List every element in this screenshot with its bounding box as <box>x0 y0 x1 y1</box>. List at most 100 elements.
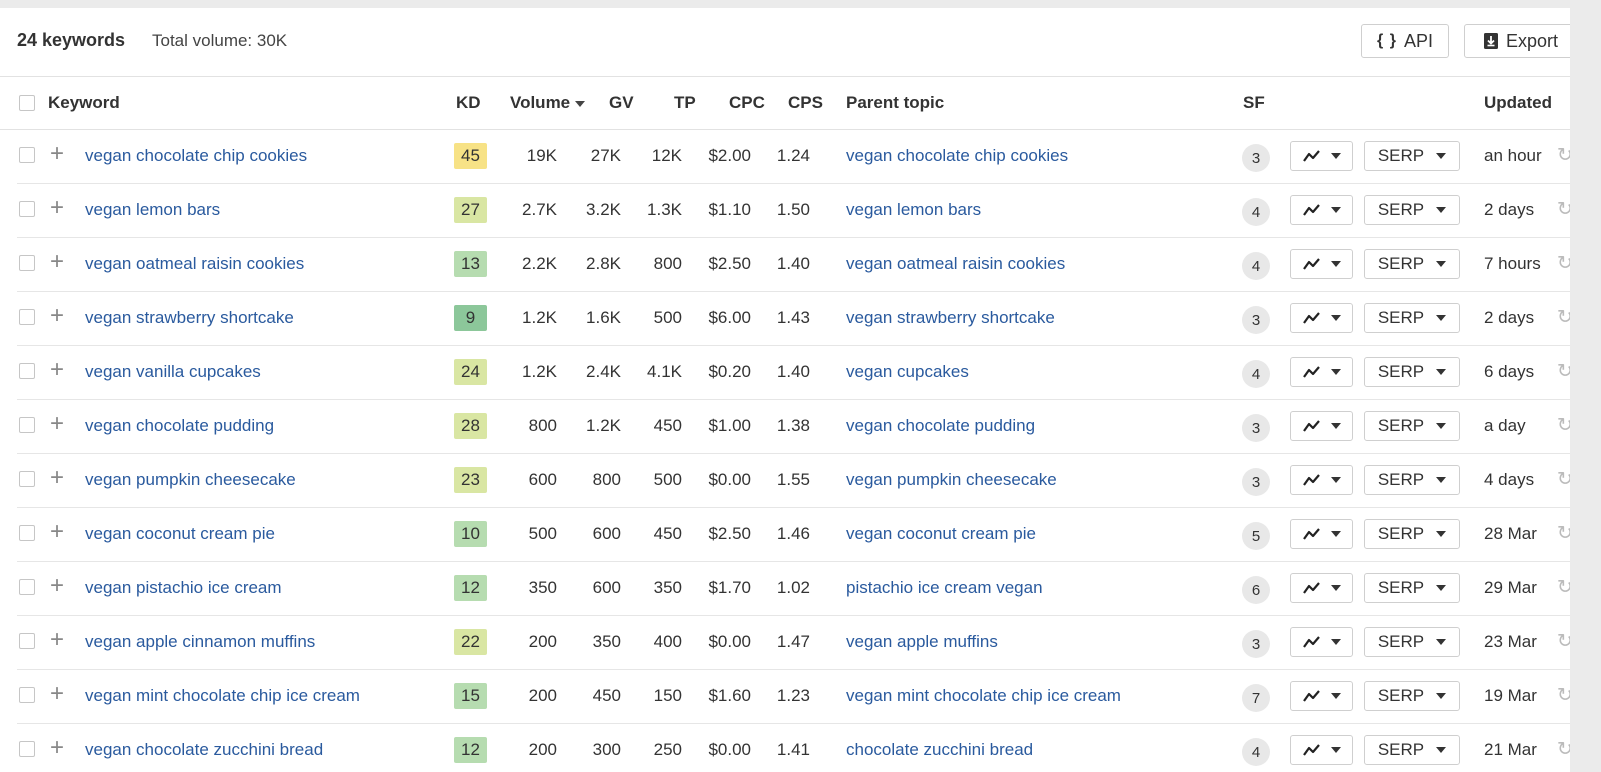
serp-button[interactable]: SERP <box>1364 303 1460 333</box>
column-cpc[interactable]: CPC <box>729 93 765 112</box>
serp-button[interactable]: SERP <box>1364 627 1460 657</box>
keyword-link[interactable]: vegan apple cinnamon muffins <box>85 632 316 651</box>
row-checkbox[interactable] <box>19 633 35 649</box>
plus-icon[interactable]: + <box>50 248 65 275</box>
sf-count[interactable]: 6 <box>1242 576 1270 604</box>
parent-topic-link[interactable]: vegan apple muffins <box>846 632 998 651</box>
column-kd[interactable]: KD <box>456 93 481 112</box>
serp-button[interactable]: SERP <box>1364 411 1460 441</box>
trend-button[interactable] <box>1290 195 1353 225</box>
row-checkbox[interactable] <box>19 309 35 325</box>
refresh-icon[interactable]: ↻ <box>1557 307 1570 328</box>
column-updated[interactable]: Updated <box>1484 93 1552 112</box>
sf-count[interactable]: 4 <box>1242 360 1270 388</box>
sf-count[interactable]: 4 <box>1242 198 1270 226</box>
parent-topic-link[interactable]: vegan oatmeal raisin cookies <box>846 254 1066 273</box>
serp-button[interactable]: SERP <box>1364 249 1460 279</box>
trend-button[interactable] <box>1290 465 1353 495</box>
refresh-icon[interactable]: ↻ <box>1557 523 1570 544</box>
sf-count[interactable]: 4 <box>1242 252 1270 280</box>
parent-topic-link[interactable]: vegan coconut cream pie <box>846 524 1036 543</box>
trend-button[interactable] <box>1290 303 1353 333</box>
column-keyword[interactable]: Keyword <box>48 93 120 112</box>
trend-button[interactable] <box>1290 681 1353 711</box>
sf-count[interactable]: 4 <box>1242 738 1270 766</box>
serp-button[interactable]: SERP <box>1364 141 1460 171</box>
parent-topic-link[interactable]: chocolate zucchini bread <box>846 740 1034 759</box>
serp-button[interactable]: SERP <box>1364 465 1460 495</box>
sf-count[interactable]: 3 <box>1242 468 1270 496</box>
keyword-link[interactable]: vegan chocolate pudding <box>85 416 275 435</box>
row-checkbox[interactable] <box>19 471 35 487</box>
trend-button[interactable] <box>1290 357 1353 387</box>
trend-button[interactable] <box>1290 735 1353 765</box>
refresh-icon[interactable]: ↻ <box>1557 685 1570 706</box>
sf-count[interactable]: 3 <box>1242 306 1270 334</box>
plus-icon[interactable]: + <box>50 302 65 329</box>
row-checkbox[interactable] <box>19 147 35 163</box>
column-cps[interactable]: CPS <box>788 93 823 112</box>
plus-icon[interactable]: + <box>50 464 65 491</box>
refresh-icon[interactable]: ↻ <box>1557 739 1570 760</box>
trend-button[interactable] <box>1290 249 1353 279</box>
refresh-icon[interactable]: ↻ <box>1557 631 1570 652</box>
plus-icon[interactable]: + <box>50 194 65 221</box>
keyword-link[interactable]: vegan strawberry shortcake <box>85 308 294 327</box>
trend-button[interactable] <box>1290 627 1353 657</box>
column-parent-topic[interactable]: Parent topic <box>846 93 945 112</box>
parent-topic-link[interactable]: vegan pumpkin cheesecake <box>846 470 1057 489</box>
row-checkbox[interactable] <box>19 687 35 703</box>
keyword-link[interactable]: vegan vanilla cupcakes <box>85 362 261 381</box>
parent-topic-link[interactable]: pistachio ice cream vegan <box>846 578 1043 597</box>
keyword-link[interactable]: vegan pumpkin cheesecake <box>85 470 296 489</box>
plus-icon[interactable]: + <box>50 518 65 545</box>
serp-button[interactable]: SERP <box>1364 681 1460 711</box>
parent-topic-link[interactable]: vegan lemon bars <box>846 200 982 219</box>
column-sf[interactable]: SF <box>1243 93 1265 112</box>
column-tp[interactable]: TP <box>674 93 696 112</box>
serp-button[interactable]: SERP <box>1364 735 1460 765</box>
keyword-link[interactable]: vegan pistachio ice cream <box>85 578 282 597</box>
row-checkbox[interactable] <box>19 417 35 433</box>
keyword-link[interactable]: vegan coconut cream pie <box>85 524 275 543</box>
plus-icon[interactable]: + <box>50 356 65 383</box>
refresh-icon[interactable]: ↻ <box>1557 415 1570 436</box>
parent-topic-link[interactable]: vegan chocolate chip cookies <box>846 146 1069 165</box>
refresh-icon[interactable]: ↻ <box>1557 199 1570 220</box>
sf-count[interactable]: 3 <box>1242 630 1270 658</box>
row-checkbox[interactable] <box>19 255 35 271</box>
parent-topic-link[interactable]: vegan chocolate pudding <box>846 416 1036 435</box>
sf-count[interactable]: 5 <box>1242 522 1270 550</box>
keyword-link[interactable]: vegan oatmeal raisin cookies <box>85 254 305 273</box>
plus-icon[interactable]: + <box>50 734 65 761</box>
plus-icon[interactable]: + <box>50 410 65 437</box>
column-gv[interactable]: GV <box>609 93 634 112</box>
trend-button[interactable] <box>1290 141 1353 171</box>
trend-button[interactable] <box>1290 573 1353 603</box>
select-all-checkbox[interactable] <box>19 95 35 111</box>
row-checkbox[interactable] <box>19 363 35 379</box>
parent-topic-link[interactable]: vegan mint chocolate chip ice cream <box>846 686 1121 705</box>
sf-count[interactable]: 7 <box>1242 684 1270 712</box>
trend-button[interactable] <box>1290 519 1353 549</box>
plus-icon[interactable]: + <box>50 572 65 599</box>
row-checkbox[interactable] <box>19 525 35 541</box>
parent-topic-link[interactable]: vegan cupcakes <box>846 362 969 381</box>
export-button[interactable]: Export <box>1464 24 1570 58</box>
refresh-icon[interactable]: ↻ <box>1557 253 1570 274</box>
plus-icon[interactable]: + <box>50 140 65 167</box>
trend-button[interactable] <box>1290 411 1353 441</box>
refresh-icon[interactable]: ↻ <box>1557 361 1570 382</box>
keyword-link[interactable]: vegan chocolate chip cookies <box>85 146 308 165</box>
column-volume[interactable]: Volume <box>510 93 586 113</box>
serp-button[interactable]: SERP <box>1364 357 1460 387</box>
plus-icon[interactable]: + <box>50 680 65 707</box>
row-checkbox[interactable] <box>19 201 35 217</box>
sf-count[interactable]: 3 <box>1242 144 1270 172</box>
parent-topic-link[interactable]: vegan strawberry shortcake <box>846 308 1055 327</box>
api-button[interactable]: { } API <box>1361 24 1449 58</box>
serp-button[interactable]: SERP <box>1364 195 1460 225</box>
refresh-icon[interactable]: ↻ <box>1557 469 1570 490</box>
serp-button[interactable]: SERP <box>1364 519 1460 549</box>
keyword-link[interactable]: vegan chocolate zucchini bread <box>85 740 324 759</box>
